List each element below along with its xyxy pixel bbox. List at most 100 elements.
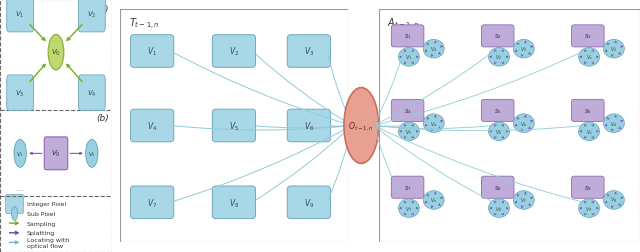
Text: $V_e$: $V_e$ [430,196,437,205]
Circle shape [513,114,534,133]
Text: (b): (b) [96,113,109,122]
Text: $S_7$: $S_7$ [404,183,412,192]
FancyBboxPatch shape [78,76,105,111]
FancyBboxPatch shape [287,110,330,142]
Text: $V_4$: $V_4$ [430,45,437,54]
Circle shape [86,140,98,168]
Text: $V_1$: $V_1$ [405,53,413,62]
FancyBboxPatch shape [572,100,604,122]
FancyBboxPatch shape [391,26,424,48]
FancyBboxPatch shape [212,36,255,68]
Text: $V_g$: $V_g$ [610,195,618,205]
Text: $S_6$: $S_6$ [584,107,591,115]
Text: $V_f$: $V_f$ [520,196,527,205]
FancyBboxPatch shape [481,100,514,122]
Text: $V_5$: $V_5$ [405,127,413,136]
Text: $V_7$: $V_7$ [147,196,157,209]
Text: $V_2$: $V_2$ [229,46,239,58]
Text: $V_1$: $V_1$ [15,10,25,20]
Text: $S_3$: $S_3$ [584,32,591,41]
Text: $S_8$: $S_8$ [494,183,502,192]
Text: $V_5$: $V_5$ [229,120,239,132]
FancyBboxPatch shape [44,137,68,170]
Text: (a): (a) [96,5,109,14]
Text: $V_0$: $V_0$ [51,149,61,159]
FancyBboxPatch shape [78,0,105,33]
Text: $O_{t-1,n}$: $O_{t-1,n}$ [348,120,374,132]
Text: $T_{t-1,n}$: $T_{t-1,n}$ [129,17,160,32]
Text: Sub Pixel: Sub Pixel [27,211,55,216]
FancyBboxPatch shape [6,195,24,214]
Text: $V_3$: $V_3$ [520,45,527,54]
Text: $S_4$: $S_4$ [404,107,412,115]
Text: $V_9$: $V_9$ [304,196,314,209]
Circle shape [579,48,600,67]
Circle shape [399,48,419,67]
Text: $V_6$: $V_6$ [495,127,502,136]
Circle shape [12,207,18,221]
Text: $V_d$: $V_d$ [610,119,618,128]
Text: $V_3$: $V_3$ [15,88,25,98]
Circle shape [579,199,600,217]
FancyBboxPatch shape [131,110,173,142]
Text: $V_c$: $V_c$ [586,127,593,136]
Text: $V_2$: $V_2$ [495,53,502,62]
FancyBboxPatch shape [287,36,330,68]
Circle shape [48,35,64,71]
Text: $V_4$: $V_4$ [87,88,97,98]
FancyBboxPatch shape [391,100,424,122]
FancyBboxPatch shape [212,110,255,142]
Circle shape [513,191,534,209]
Text: $V_3$: $V_3$ [304,46,314,58]
FancyBboxPatch shape [391,176,424,199]
Text: $V_4$: $V_4$ [147,120,157,132]
Circle shape [423,114,444,133]
Text: $S_2$: $S_2$ [494,32,502,41]
Circle shape [604,40,625,59]
Text: $V_8$: $V_8$ [229,196,239,209]
Text: $S_9$: $S_9$ [584,183,591,192]
Circle shape [488,199,509,217]
Text: $V_2$: $V_2$ [87,10,97,20]
Circle shape [488,122,509,141]
FancyBboxPatch shape [572,176,604,199]
Text: $V_8$: $V_8$ [495,204,502,213]
Circle shape [513,40,534,59]
Text: $V_3$: $V_3$ [611,45,618,54]
Text: $V_1$: $V_1$ [16,149,24,158]
Text: $V_7$: $V_7$ [405,204,413,213]
Circle shape [423,40,444,59]
Text: $A_{t-1,n}$: $A_{t-1,n}$ [387,17,419,32]
FancyBboxPatch shape [572,26,604,48]
Text: $V_9$: $V_9$ [586,204,593,213]
Circle shape [423,191,444,209]
Text: Integer Pixel: Integer Pixel [27,202,66,207]
Circle shape [579,122,600,141]
Circle shape [604,114,625,133]
Text: $V_s$: $V_s$ [586,53,593,62]
Circle shape [399,122,419,141]
Text: $V_1$: $V_1$ [147,46,157,58]
Text: $V_0$: $V_0$ [51,48,61,58]
FancyBboxPatch shape [131,186,173,219]
Text: $\cdots$: $\cdots$ [15,183,25,192]
FancyBboxPatch shape [212,186,255,219]
Ellipse shape [344,88,379,164]
Text: $S_5$: $S_5$ [494,107,502,115]
FancyBboxPatch shape [131,36,173,68]
Text: $V_6$: $V_6$ [304,120,314,132]
FancyBboxPatch shape [6,76,34,111]
Text: $V_a$: $V_a$ [430,119,437,128]
Text: $V_b$: $V_b$ [520,119,527,128]
Text: $S_1$: $S_1$ [404,32,412,41]
Circle shape [488,48,509,67]
Text: Splatting: Splatting [27,230,55,235]
FancyBboxPatch shape [287,186,330,219]
Circle shape [14,140,26,168]
FancyBboxPatch shape [481,176,514,199]
FancyBboxPatch shape [481,26,514,48]
Text: $V_5$: $V_5$ [88,149,96,158]
Text: Locating with
optical flow: Locating with optical flow [27,237,69,248]
Text: Sampling: Sampling [27,221,56,226]
Circle shape [604,191,625,209]
